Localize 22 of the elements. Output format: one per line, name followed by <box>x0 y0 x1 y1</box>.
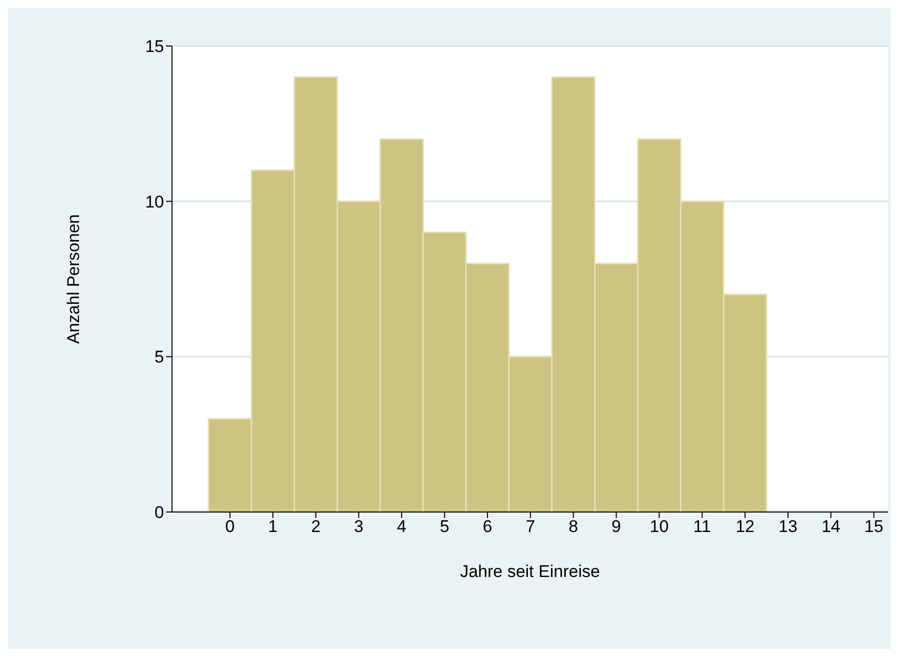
x-tick-label: 13 <box>778 517 798 536</box>
x-tick-label: 4 <box>396 517 406 536</box>
x-tick-label: 12 <box>736 517 755 536</box>
x-tick-label: 14 <box>821 517 840 536</box>
x-tick-label: 2 <box>311 517 321 536</box>
x-tick-label: 1 <box>268 517 278 536</box>
x-tick-label: 0 <box>225 517 235 536</box>
x-tick-label: 3 <box>354 517 364 536</box>
x-axis-title: Jahre seit Einreise <box>460 562 600 581</box>
y-tick-label: 15 <box>145 37 164 56</box>
x-tick-label: 10 <box>650 517 669 536</box>
x-tick-label: 15 <box>864 517 884 536</box>
x-tick-label: 11 <box>693 517 711 536</box>
x-tick-label: 6 <box>482 517 492 536</box>
x-tick-label: 8 <box>568 517 578 536</box>
y-tick-label: 0 <box>154 503 164 522</box>
y-axis-title: Anzahl Personen <box>64 214 84 344</box>
y-tick-label: 10 <box>145 192 164 212</box>
x-tick-label: 5 <box>440 517 450 536</box>
x-tick-label: 7 <box>526 517 536 536</box>
x-tick-label: 9 <box>612 517 622 536</box>
y-tick-label: 5 <box>154 348 164 367</box>
